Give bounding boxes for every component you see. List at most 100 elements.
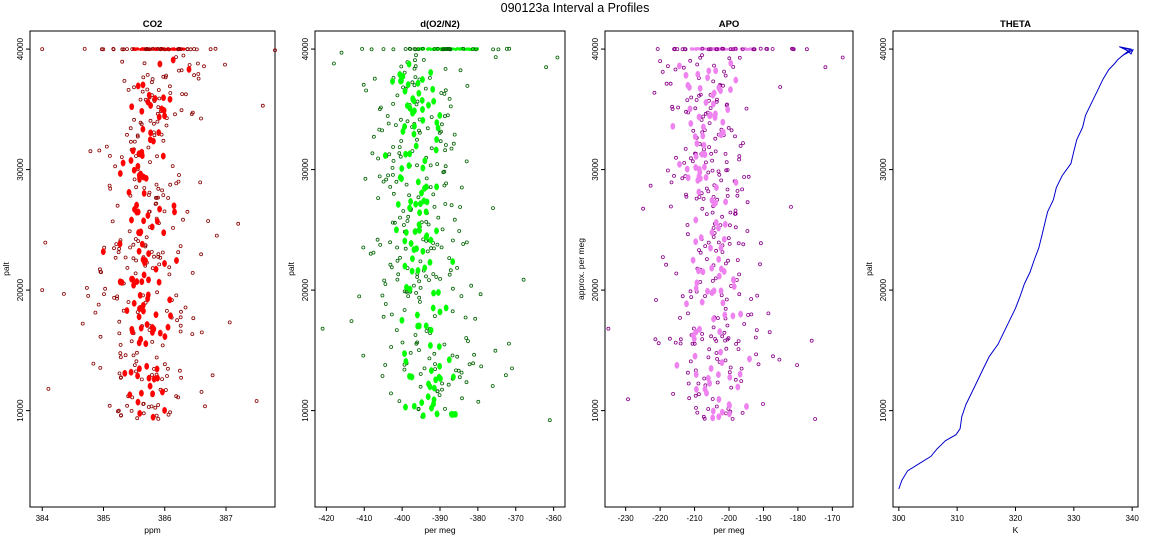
o2n2-point	[423, 322, 429, 330]
co2-point	[141, 189, 147, 197]
apo-point	[767, 330, 772, 335]
apo-point	[686, 232, 690, 237]
co2-point	[139, 240, 145, 248]
o2n2-point	[447, 272, 452, 277]
co2-point	[154, 217, 160, 225]
co2-y-label: palt	[1, 262, 11, 276]
o2n2-point	[402, 237, 408, 245]
apo-point	[758, 46, 763, 51]
o2n2-point	[458, 68, 463, 73]
apo-point	[698, 250, 703, 255]
o2n2-point	[413, 200, 419, 208]
theta-x-tick-label: 300	[892, 514, 906, 523]
apo-point	[718, 287, 724, 295]
co2-point	[143, 174, 149, 182]
co2-point	[154, 365, 160, 373]
co2-point	[114, 242, 119, 247]
apo-point	[740, 410, 745, 415]
apo-point	[696, 188, 702, 196]
apo-point	[745, 229, 750, 233]
apo-point	[711, 226, 716, 230]
o2n2-point	[454, 368, 458, 373]
o2n2-point	[473, 316, 478, 321]
apo-point	[758, 262, 762, 267]
co2-point	[88, 149, 93, 154]
o2n2-point	[438, 276, 443, 281]
apo-point	[673, 67, 678, 72]
o2n2-point	[418, 384, 423, 389]
o2n2-point	[427, 356, 432, 361]
o2n2-point	[409, 267, 415, 275]
o2n2-panel: d(O2/N2) per meg palt -420 -410 -400 -390 -3…	[286, 19, 566, 535]
o2n2-point	[384, 177, 389, 182]
apo-point	[713, 136, 718, 141]
o2n2-point	[464, 336, 469, 340]
apo-point	[687, 105, 693, 113]
co2-point	[40, 47, 45, 51]
o2n2-point	[406, 60, 412, 68]
o2n2-point	[423, 208, 429, 216]
co2-point	[150, 390, 156, 398]
apo-point	[693, 371, 699, 378]
apo-point	[695, 62, 700, 67]
o2n2-point	[349, 319, 354, 324]
o2n2-point	[361, 353, 366, 358]
co2-point	[145, 73, 150, 77]
o2n2-point	[391, 158, 396, 163]
o2n2-point	[376, 156, 381, 161]
co2-point	[163, 75, 168, 80]
apo-point	[823, 65, 828, 70]
co2-point	[199, 252, 204, 257]
o2n2-point	[491, 206, 495, 211]
o2n2-point	[433, 362, 437, 367]
o2n2-point	[417, 130, 422, 135]
apo-point	[737, 272, 741, 277]
apo-point	[744, 403, 749, 410]
co2-point	[139, 47, 143, 52]
theta-title: THETA	[1000, 19, 1031, 30]
o2n2-point	[451, 141, 456, 146]
apo-point	[654, 298, 658, 302]
apo-point	[705, 287, 710, 295]
co2-point	[138, 228, 144, 236]
co2-point	[132, 177, 137, 182]
apo-point	[705, 257, 709, 262]
co2-point	[85, 285, 89, 290]
apo-point	[700, 46, 705, 51]
co2-point	[125, 265, 130, 270]
apo-point	[716, 255, 722, 263]
o2n2-point	[397, 151, 402, 156]
apo-point	[714, 404, 719, 409]
o2n2-point	[448, 104, 453, 109]
apo-point	[684, 192, 688, 197]
o2n2-point	[417, 299, 422, 304]
co2-point	[133, 237, 138, 241]
apo-point	[790, 46, 794, 51]
apo-point	[711, 287, 717, 295]
apo-point	[704, 186, 709, 191]
apo-point	[697, 248, 701, 253]
co2-point	[146, 374, 152, 382]
apo-point	[728, 86, 733, 94]
apo-point	[729, 385, 734, 390]
co2-point	[156, 403, 161, 407]
apo-point	[755, 293, 760, 298]
o2n2-point	[461, 242, 466, 246]
o2n2-point	[402, 262, 408, 270]
apo-point	[709, 334, 713, 339]
co2-point	[135, 162, 141, 170]
co2-point	[151, 121, 156, 126]
co2-point	[86, 293, 91, 298]
o2n2-point	[417, 295, 422, 300]
apo-point	[716, 169, 721, 174]
o2n2-y-tick-label: 20000	[301, 278, 310, 301]
o2n2-point	[431, 246, 436, 251]
o2n2-point	[420, 106, 425, 113]
o2n2-point	[413, 75, 418, 79]
co2-point	[196, 72, 201, 76]
o2n2-x-tick-label: -390	[432, 514, 449, 523]
co2-point	[136, 365, 142, 373]
o2n2-point	[424, 219, 429, 224]
co2-point	[179, 68, 184, 73]
co2-point	[157, 262, 162, 267]
